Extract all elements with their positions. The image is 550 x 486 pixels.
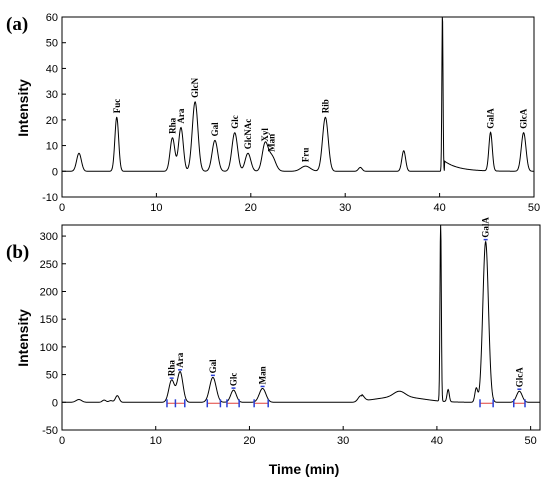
panel-b-peak-label: Man	[258, 366, 268, 384]
panel-a-y-tick-label: 10	[46, 141, 58, 153]
panel-a-peak-label: GalA	[486, 108, 496, 129]
panel-a-plot-frame	[61, 16, 535, 198]
panel-b: (b) Intensity 0 10 20 30 40 50-50050100150200…	[6, 217, 541, 477]
panel-b-peak-label: GlcA	[514, 367, 524, 387]
panel-b-x-tick-label: 50	[525, 435, 537, 447]
panel-a-x-tick-label: 50	[528, 202, 540, 214]
panel-a-y-tick-label: 20	[46, 115, 58, 127]
panel-b-plot-frame	[61, 224, 541, 431]
panel-a-trace	[62, 16, 535, 172]
panel-b-y-tick-label: 150	[40, 314, 58, 326]
panel-b-y-tick-label: 0	[52, 397, 58, 409]
panel-a-y-tick-label: 30	[46, 89, 58, 101]
panel-a-y-tick-label: 0	[52, 166, 58, 178]
panel-b-y-tick-label: 300	[40, 231, 58, 243]
panel-b-peak-label: Rha	[167, 360, 177, 377]
panel-a-x-tick-label: 20	[245, 202, 257, 214]
panel-a: (a) Intensity 0 10 20 30 40 50-10010203040506…	[6, 12, 540, 214]
panel-a-peak-label: Rib	[320, 99, 330, 113]
panel-a-y-tick-label: 40	[46, 63, 58, 75]
panel-b-trace	[62, 224, 540, 403]
panel-b-x-tick-label: 40	[431, 435, 443, 447]
panel-a-peak-label: Fuc	[112, 99, 122, 114]
panel-a-peak-label: Gal	[210, 122, 220, 137]
panel-a-peak-label: Rha	[167, 117, 177, 134]
panel-a-peak-label: Fru	[301, 148, 311, 163]
panel-a-y-tick-label: 50	[46, 38, 58, 50]
panel-a-peak-label: Man	[267, 134, 277, 152]
panel-a-x-tick-label: 40	[433, 202, 445, 214]
panel-b-peak-label: GalA	[481, 217, 491, 238]
panel-a-peak-label: Xyl	[260, 128, 270, 142]
panel-a-peak-label: Ara	[176, 108, 186, 123]
panel-b-peak-label: Gal	[208, 359, 218, 374]
panel-b-x-tick-label: 30	[337, 435, 349, 447]
panel-a-peak-label: Glc	[230, 115, 240, 129]
panel-a-letter: (a)	[6, 14, 28, 35]
panel-a-y-tick-label: -10	[42, 192, 58, 204]
panel-b-peak-label: Glc	[229, 373, 239, 387]
panel-b-y-axis-title: Intensity	[15, 309, 31, 367]
panel-a-y-axis-title: Intensity	[15, 79, 31, 137]
panel-a-peak-label: GlcNAc	[243, 119, 253, 150]
panel-a-y-tick-label: 60	[46, 12, 58, 24]
panel-a-x-tick-label: 30	[339, 202, 351, 214]
panel-b-x-tick-label: 20	[243, 435, 255, 447]
panel-b-x-tick-label: 0	[59, 435, 65, 447]
panel-a-peak-label: GlcA	[519, 108, 529, 128]
panel-a-x-tick-label: 0	[59, 202, 65, 214]
panel-b-y-tick-label: 200	[40, 286, 58, 298]
panel-b-y-tick-label: 100	[40, 342, 58, 354]
panel-b-x-axis-title: Time (min)	[269, 461, 340, 477]
panel-b-y-tick-label: 50	[46, 370, 58, 382]
panel-b-y-tick-label: 250	[40, 259, 58, 271]
panel-a-peak-label: GlcN	[190, 77, 200, 97]
panel-b-integration-marks	[166, 238, 526, 408]
panel-b-x-tick-label: 10	[150, 435, 162, 447]
panel-b-y-tick-label: -50	[42, 425, 58, 437]
panel-b-peak-label: Ara	[175, 352, 185, 367]
panel-a-x-tick-label: 10	[150, 202, 162, 214]
panel-b-letter: (b)	[6, 242, 29, 263]
